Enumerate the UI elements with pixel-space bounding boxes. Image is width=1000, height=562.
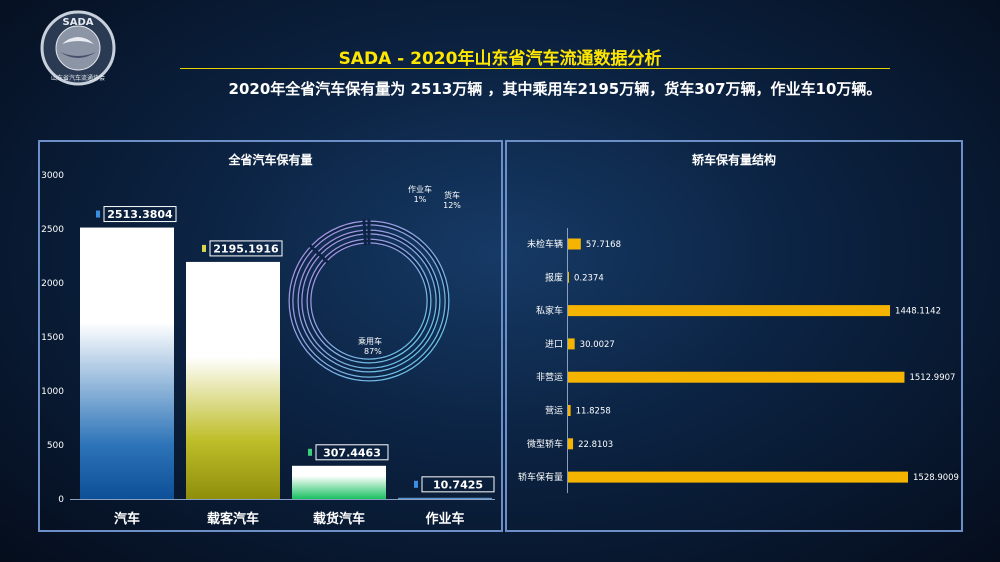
y-tick-label: 2500	[41, 225, 64, 235]
sedan-structure-title: 轿车保有量结构	[691, 153, 776, 167]
bar-4	[398, 497, 492, 499]
hbar-value-label: 22.8103	[578, 440, 613, 450]
value-label: 10.7425	[433, 478, 483, 491]
hbar-category-label: 轿车保有量	[518, 471, 563, 483]
logo-text: SADA	[63, 17, 94, 28]
hbar-3	[568, 305, 891, 317]
value-label-swatch	[414, 480, 418, 488]
value-label-swatch	[308, 448, 312, 456]
sada-logo: SADA 山东省汽车流通协会	[40, 10, 116, 86]
hbar-category-label: 报废	[545, 271, 563, 283]
hbar-category-label: 私家车	[536, 305, 563, 317]
page-title: SADA - 2020年山东省汽车流通数据分析	[338, 49, 662, 69]
y-tick-label: 500	[47, 441, 64, 451]
sedan-structure-chart: 未检车辆 57.7168 报废 0.2374 私家车 1448.1142 进口 30.0027…	[518, 228, 959, 494]
logo-subtext: 山东省汽车流通协会	[51, 74, 105, 82]
hbar-4	[568, 338, 575, 350]
value-label-box	[103, 206, 177, 223]
sedan-structure-panel: 轿车保有量结构 未检车辆 57.7168 报废 0.2374 私家车 1448.1142 进…	[505, 140, 963, 532]
hbar-category-label: 进口	[545, 339, 563, 350]
y-tick-label: 1500	[41, 333, 64, 343]
hbar-value-label: 57.7168	[586, 240, 621, 250]
hbar-2	[568, 271, 569, 283]
value-label-box	[315, 444, 389, 461]
category-label: 作业车	[425, 511, 464, 527]
hbar-6	[568, 405, 571, 416]
hbar-value-label: 1512.9907	[909, 373, 955, 383]
hbar-category-label: 非营运	[536, 371, 563, 383]
hbar-7	[568, 438, 574, 450]
hbar-value-label: 11.8258	[576, 407, 611, 417]
y-tick-label: 1000	[41, 387, 64, 397]
donut-slice-percent: 1%	[414, 195, 427, 204]
hbar-category-label: 未检车辆	[527, 238, 563, 250]
donut-slice-divider	[362, 219, 367, 246]
value-label: 2513.3804	[107, 208, 173, 221]
donut-slice-divider	[308, 243, 330, 264]
value-label-swatch	[202, 244, 206, 252]
value-label-swatch	[96, 210, 100, 218]
category-label: 载货汽车	[313, 511, 365, 527]
hbar-category-label: 微型轿车	[527, 438, 563, 450]
hbar-5	[568, 371, 905, 383]
hbar-value-label: 1448.1142	[895, 307, 941, 317]
donut-slice-label: 货车	[444, 190, 460, 200]
value-label-box	[209, 240, 283, 257]
hbar-8	[568, 471, 908, 483]
y-tick-label: 2000	[41, 279, 64, 289]
hbar-value-label: 30.0027	[580, 340, 615, 350]
bar-3	[292, 465, 386, 499]
hbar-category-label: 营运	[545, 405, 563, 417]
vehicle-stock-title: 全省汽车保有量	[228, 153, 313, 167]
category-label: 载客汽车	[207, 511, 259, 527]
hbar-value-label: 0.2374	[574, 273, 604, 283]
value-label: 307.4463	[323, 446, 381, 459]
value-label: 2195.1916	[213, 242, 279, 255]
vehicle-stock-chart: 0 500 1000 1500 2000 2500 3000 2513.3804 汽车 2195…	[41, 171, 495, 527]
bar-1	[80, 227, 174, 499]
y-tick-label: 3000	[41, 171, 64, 181]
y-tick-label: 0	[58, 495, 64, 505]
page-subtitle: 2020年全省汽车保有量为 2513万辆 ，其中乘用车2195万辆，货车307万…	[228, 80, 882, 98]
donut-slice-label: 乘用车	[358, 336, 382, 346]
hbar-1	[568, 238, 581, 250]
title-underline	[180, 68, 890, 69]
hbar-value-label: 1528.9009	[913, 473, 959, 483]
category-label: 汽车	[114, 511, 140, 527]
vehicle-stock-panel: 全省汽车保有量 0 500 1000 1500 2000 2500 3000 2513.38…	[38, 140, 503, 532]
donut-slice-label: 作业车	[408, 184, 432, 194]
donut-slice-percent: 12%	[443, 201, 461, 210]
value-label-box	[421, 476, 495, 493]
bar-2	[186, 261, 280, 499]
donut-slice-percent: 87%	[364, 347, 382, 356]
